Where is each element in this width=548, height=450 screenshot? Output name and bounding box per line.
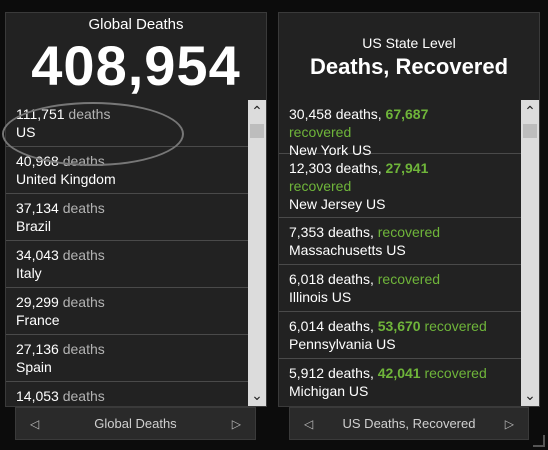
country-name: US (16, 124, 36, 140)
pager-label: Global Deaths (94, 416, 177, 431)
country-name: Spain (16, 359, 52, 375)
recovered-label: recovered (289, 178, 352, 194)
panel-subtitle: US State Level (362, 35, 456, 51)
list-item[interactable]: 30,458 deaths, 67,687 recovered New York… (279, 100, 523, 158)
scroll-thumb[interactable] (523, 124, 537, 138)
recovered-label: recovered (424, 318, 487, 334)
chevron-up-icon[interactable]: ⌃ (524, 102, 536, 119)
deaths-label: deaths, (327, 318, 374, 334)
recovered-count: 67,687 (385, 106, 429, 122)
panel-title: Global Deaths (88, 16, 184, 33)
list-item[interactable]: 6,014 deaths, 53,670 recovered Pennsylva… (279, 312, 523, 359)
list-item[interactable]: 37,134 deaths Brazil (6, 194, 250, 241)
country-name: France (16, 312, 60, 328)
deaths-label: deaths, (327, 224, 374, 240)
deaths-unit: deaths (62, 153, 105, 169)
list-item[interactable]: 27,136 deaths Spain (6, 335, 250, 382)
death-count: 6,014 (289, 318, 325, 334)
deaths-label: deaths, (335, 160, 382, 176)
list-item[interactable]: 111,751 deaths US (6, 100, 250, 147)
death-count: 37,134 (16, 200, 59, 216)
deaths-label: deaths, (327, 271, 374, 287)
country-name: Brazil (16, 218, 52, 234)
us-state-panel: US State Level Deaths, Recovered 30,458 … (278, 12, 540, 407)
global-deaths-panel: Global Deaths 408,954 111,751 deaths US … (2, 12, 267, 407)
death-count: 6,018 (289, 271, 325, 287)
recovered-count: 27,941 (385, 160, 429, 176)
state-name: Illinois US (289, 289, 352, 305)
recovered-label: recovered (289, 124, 352, 140)
chevron-down-icon[interactable]: ⌄ (251, 386, 263, 403)
deaths-unit: deaths (62, 200, 105, 216)
list-item[interactable]: 29,299 deaths France (6, 288, 250, 335)
death-count: 5,912 (289, 365, 325, 381)
resize-grip-icon[interactable] (533, 435, 545, 447)
death-count: 12,303 (289, 160, 332, 176)
deaths-unit: deaths (68, 106, 111, 122)
scrollbar[interactable]: ⌃ ⌄ (521, 100, 539, 406)
death-count: 111,751 (16, 106, 65, 122)
death-count: 27,136 (16, 341, 59, 357)
chevron-up-icon[interactable]: ⌃ (251, 102, 263, 119)
scroll-thumb[interactable] (250, 124, 264, 138)
death-count: 7,353 (289, 224, 325, 240)
state-name: Pennsylvania US (289, 336, 396, 352)
death-count: 40,968 (16, 153, 59, 169)
chevron-down-icon[interactable]: ⌄ (524, 386, 536, 403)
state-name: New York US (289, 142, 372, 158)
death-count: 29,299 (16, 294, 59, 310)
state-name: Massachusetts US (289, 242, 406, 258)
triangle-right-icon[interactable]: ▷ (231, 416, 241, 431)
list-item[interactable]: 6,018 deaths, recovered Illinois US (279, 265, 523, 312)
global-deaths-pager: ◁ Global Deaths ▷ (15, 407, 256, 440)
us-state-list[interactable]: 30,458 deaths, 67,687 recovered New York… (279, 100, 523, 406)
recovered-label: recovered (424, 365, 487, 381)
us-deaths-pager: ◁ US Deaths, Recovered ▷ (289, 407, 529, 440)
death-count: 30,458 (289, 106, 332, 122)
global-total: 408,954 (31, 34, 241, 97)
recovered-label: recovered (377, 224, 441, 240)
pager-label: US Deaths, Recovered (342, 416, 476, 431)
deaths-label: deaths, (327, 365, 374, 381)
list-item[interactable]: 7,353 deaths, recovered Massachusetts US (279, 218, 523, 265)
death-count: 34,043 (16, 247, 59, 263)
state-name: New Jersey US (289, 196, 386, 212)
state-name: Michigan US (289, 383, 369, 399)
triangle-right-icon[interactable]: ▷ (504, 416, 514, 431)
death-count: 14,053 (16, 388, 59, 404)
deaths-unit: deaths (62, 294, 105, 310)
deaths-unit: deaths (62, 247, 105, 263)
panel-title: Deaths, Recovered (309, 54, 509, 79)
global-deaths-list[interactable]: 111,751 deaths US 40,968 deaths United K… (6, 100, 250, 406)
scrollbar[interactable]: ⌃ ⌄ (248, 100, 266, 406)
list-item[interactable]: 14,053 deaths (6, 382, 250, 406)
deaths-unit: deaths (62, 388, 105, 404)
recovered-label: recovered (377, 271, 441, 287)
recovered-count: 42,041 (377, 365, 421, 381)
list-item[interactable]: 5,912 deaths, 42,041 recovered Michigan … (279, 359, 523, 406)
list-item[interactable]: 34,043 deaths Italy (6, 241, 250, 288)
country-name: Italy (16, 265, 42, 281)
triangle-left-icon[interactable]: ◁ (304, 416, 314, 431)
deaths-unit: deaths (62, 341, 105, 357)
deaths-label: deaths, (335, 106, 382, 122)
list-item[interactable]: 40,968 deaths United Kingdom (6, 147, 250, 194)
recovered-count: 53,670 (377, 318, 421, 334)
list-item[interactable]: 12,303 deaths, 27,941 recovered New Jers… (279, 154, 523, 218)
triangle-left-icon[interactable]: ◁ (30, 416, 40, 431)
country-name: United Kingdom (16, 171, 116, 187)
